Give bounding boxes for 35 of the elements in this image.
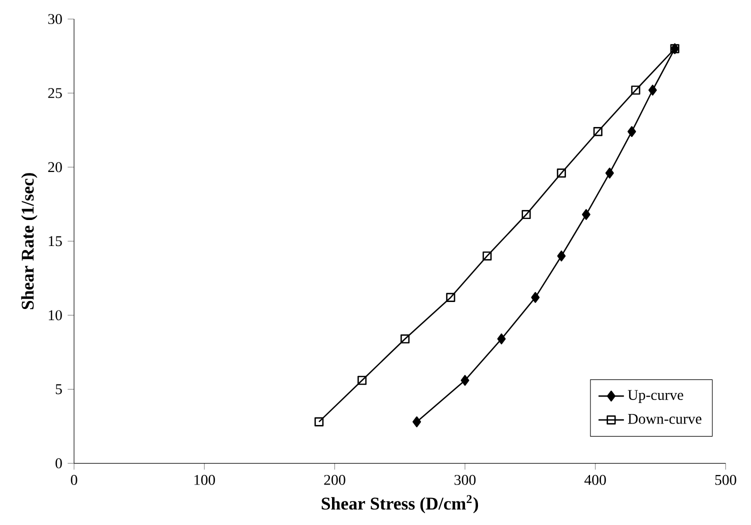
point xyxy=(648,84,657,96)
point xyxy=(358,376,367,386)
x-axis-title: Shear Stress (D/cm$^{2}$) xyxy=(322,495,478,514)
y-tick-label: 5 xyxy=(56,384,62,394)
point xyxy=(556,168,566,178)
x-tick-label: 200 xyxy=(324,475,346,486)
y-tick-label: 20 xyxy=(48,162,62,172)
point xyxy=(628,126,636,138)
x-tick-label: 0 xyxy=(70,475,78,486)
x-tick-label: 400 xyxy=(584,475,606,486)
point xyxy=(582,209,590,220)
y-tick-label: 25 xyxy=(48,88,62,98)
legend-label: Down-curve xyxy=(628,414,702,424)
y-tick-label: 10 xyxy=(48,310,62,320)
y-tick-label: 0 xyxy=(56,458,62,468)
x-tick-label: 300 xyxy=(454,475,476,486)
y-tick-label: 30 xyxy=(48,14,62,24)
point xyxy=(412,416,422,428)
point xyxy=(446,293,456,302)
point xyxy=(460,375,470,386)
point xyxy=(314,417,324,427)
x-tick-label: 100 xyxy=(194,475,215,486)
point xyxy=(497,334,506,344)
point xyxy=(605,168,614,179)
point xyxy=(531,292,540,304)
point xyxy=(522,210,531,220)
point xyxy=(557,250,566,262)
y-axis-title: Shear Rate (1/sec) xyxy=(21,173,38,310)
legend-label: Up-curve xyxy=(628,390,684,404)
x-tick-label: 500 xyxy=(715,475,736,486)
point xyxy=(482,252,492,261)
point xyxy=(631,86,640,95)
point xyxy=(400,334,410,344)
point xyxy=(593,127,602,136)
y-tick-label: 15 xyxy=(48,236,62,246)
